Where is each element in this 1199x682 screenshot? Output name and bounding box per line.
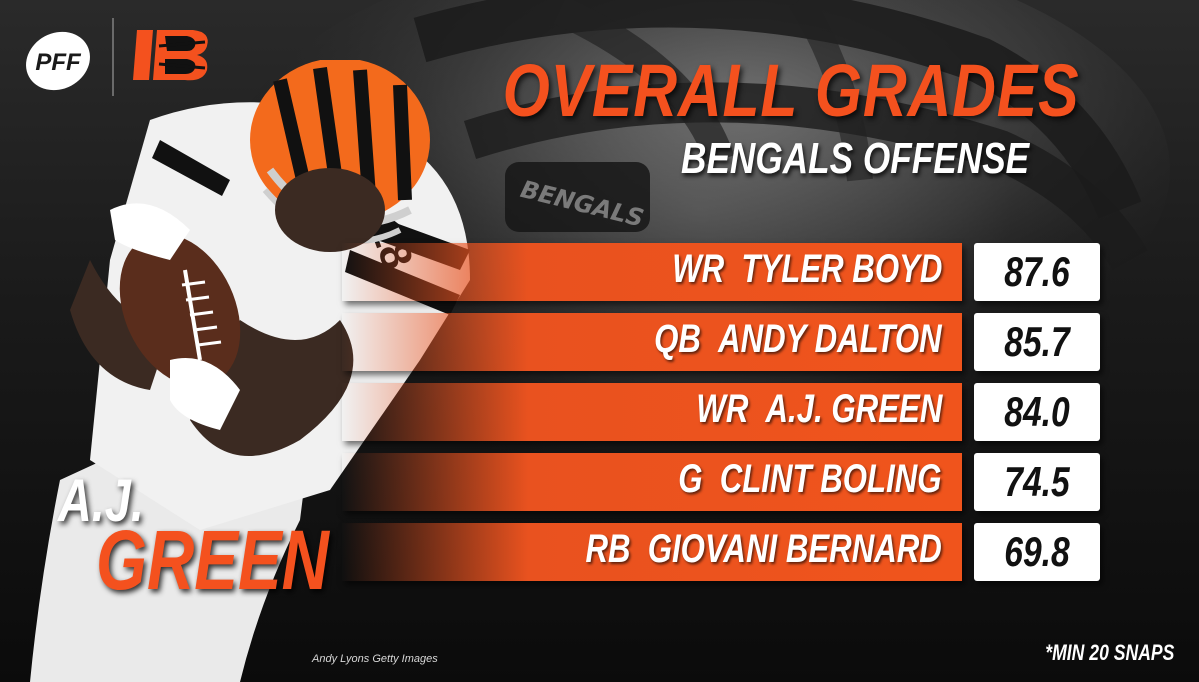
- photo-credit: Andy Lyons Getty Images: [312, 653, 438, 665]
- grade-box: 87.6: [974, 243, 1100, 301]
- grade-row: G CLINT BOLING 74.5: [340, 453, 1100, 511]
- grade-row: RB GIOVANI BERNARD 69.8: [340, 523, 1100, 581]
- grade-row: QB ANDY DALTON 85.7: [340, 313, 1100, 371]
- player-position: WR: [696, 387, 748, 431]
- grade-bar: [342, 383, 962, 441]
- player-position: G: [678, 457, 703, 501]
- player-label: G CLINT BOLING: [679, 457, 942, 502]
- grade-bar: [342, 523, 962, 581]
- player-position: RB: [585, 527, 631, 571]
- grade-bar: [342, 453, 962, 511]
- grade-value: 87.6: [1004, 248, 1070, 295]
- player-label: WR A.J. GREEN: [696, 387, 942, 432]
- grade-value: 85.7: [1004, 318, 1070, 365]
- player-label: QB ANDY DALTON: [654, 317, 942, 362]
- bengals-logo: [133, 30, 208, 81]
- player-first-name: A.J.: [58, 467, 144, 534]
- grade-box: 85.7: [974, 313, 1100, 371]
- player-position: QB: [654, 317, 702, 361]
- grade-value: 84.0: [1004, 388, 1070, 435]
- player-name: ANDY DALTON: [718, 317, 942, 361]
- player-label: WR TYLER BOYD: [672, 247, 942, 292]
- grade-value: 74.5: [1004, 458, 1070, 505]
- grade-box: 84.0: [974, 383, 1100, 441]
- page-subtitle: BENGALS OFFENSE: [680, 134, 1029, 183]
- player-name: TYLER BOYD: [740, 247, 942, 291]
- grades-list: WR TYLER BOYD 87.6 QB ANDY DALTON 85.7 WR A…: [340, 243, 1100, 593]
- player-position: WR: [671, 247, 724, 291]
- helmet-bengals-text: BENGALS: [518, 175, 647, 233]
- page-title: OVERALL GRADES: [502, 49, 1079, 132]
- grade-bar: [342, 243, 962, 301]
- player-name: A.J. GREEN: [765, 387, 942, 431]
- footnote: *MIN 20 SNAPS: [1044, 640, 1174, 665]
- pff-logo: PFF: [26, 31, 90, 91]
- player-name: GIOVANI BERNARD: [647, 527, 942, 571]
- grade-row: WR A.J. GREEN 84.0: [340, 383, 1100, 441]
- player-label: RB GIOVANI BERNARD: [586, 527, 942, 572]
- player-name: CLINT BOLING: [720, 457, 942, 501]
- player-last-name: GREEN: [96, 513, 330, 607]
- grade-row: WR TYLER BOYD 87.6: [340, 243, 1100, 301]
- grade-box: 69.8: [974, 523, 1100, 581]
- logo-divider: [112, 18, 114, 96]
- grade-value: 69.8: [1004, 528, 1070, 575]
- grade-box: 74.5: [974, 453, 1100, 511]
- svg-text:PFF: PFF: [35, 49, 82, 76]
- grade-bar: [342, 313, 962, 371]
